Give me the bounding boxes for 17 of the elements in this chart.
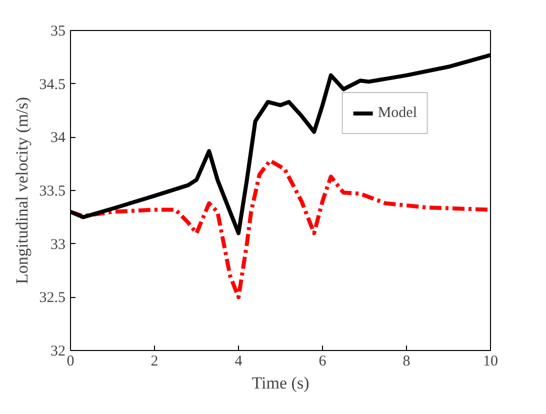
x-tick-label: 10	[483, 354, 498, 370]
y-tick-label: 34.5	[39, 76, 66, 93]
y-tick-label: 33	[50, 236, 66, 253]
x-axis-title: Time (s)	[252, 374, 310, 392]
y-tick-label: 34	[50, 130, 66, 146]
legend-label: Model	[378, 104, 417, 122]
y-tick-label: 33.5	[39, 184, 66, 200]
x-tick-label: 6	[318, 354, 327, 370]
y-axis-title: Longitudinal velocity (m/s)	[12, 97, 32, 284]
y-tick-label: 32	[50, 344, 66, 360]
x-tick-label: 2	[150, 354, 158, 370]
y-tick-label: 35	[50, 24, 66, 40]
line-series	[70, 158, 490, 300]
x-tick-label: 4	[234, 354, 243, 370]
y-tick-label: 32.5	[39, 290, 66, 306]
x-tick-label: 8	[402, 354, 410, 370]
x-tick-label: 0	[66, 354, 74, 370]
